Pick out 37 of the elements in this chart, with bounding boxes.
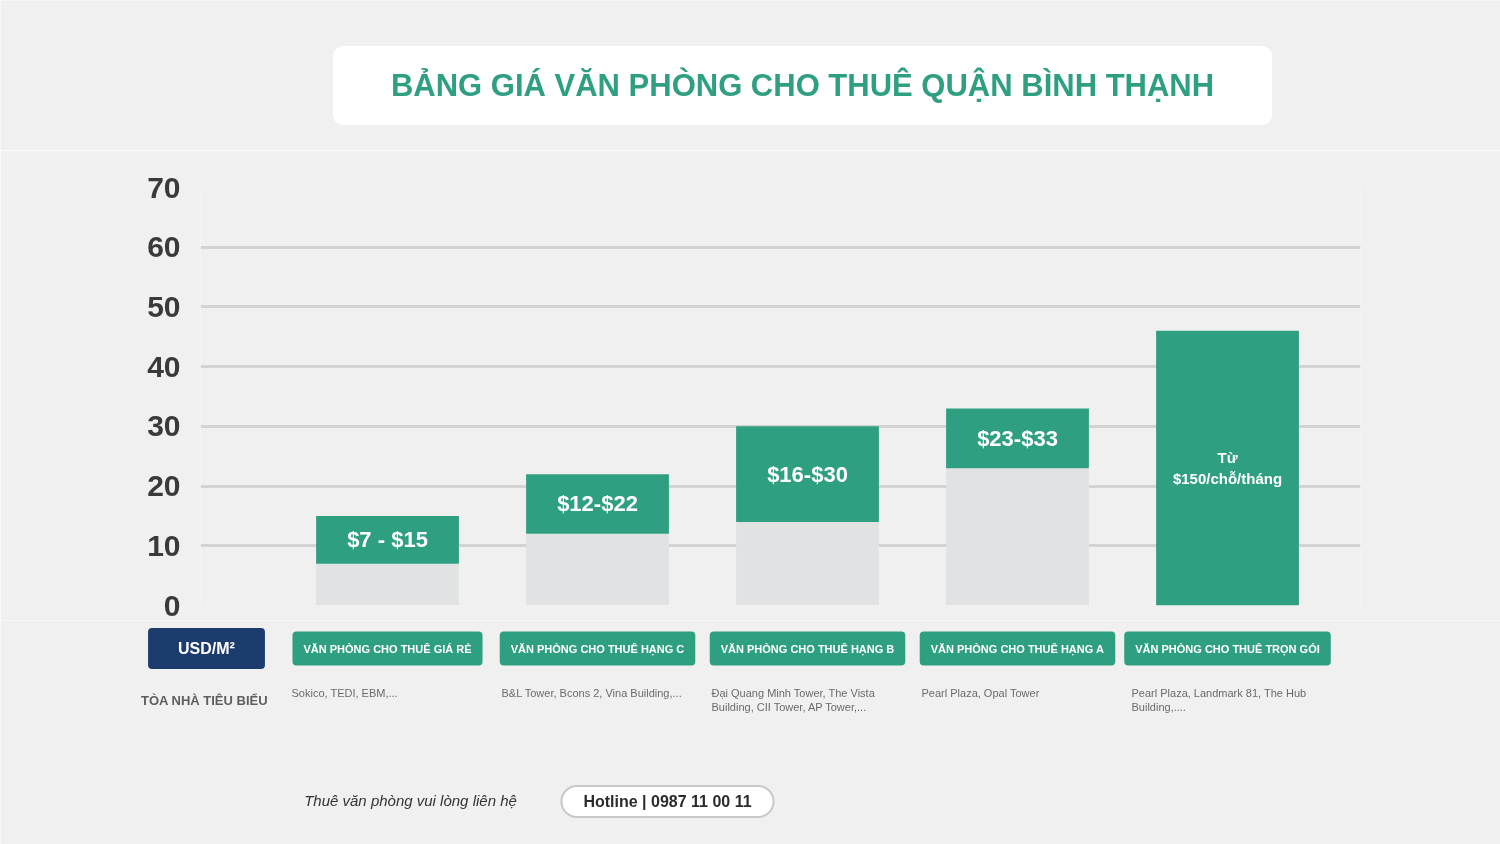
y-tick-label: 50 — [147, 289, 181, 323]
y-tick-label: 30 — [147, 409, 181, 443]
text: Pearl Plaza, Landmark 81, The Hub Building,.... — [1131, 686, 1307, 713]
y-tick-label: 60 — [147, 230, 181, 264]
y-tick-label: 20 — [147, 469, 181, 503]
annotation: $7 - $15 — [347, 527, 428, 553]
text: TÒA NHÀ TIÊU BIỂU — [140, 693, 268, 708]
x-tick-label: VĂN PHÒNG CHO THUÊ TRỌN GÓI — [1135, 642, 1320, 656]
x-tick-label: VĂN PHÒNG CHO THUÊ HẠNG C — [510, 642, 685, 656]
x-tick-label: VĂN PHÒNG CHO THUÊ GIÁ RẺ — [303, 642, 472, 655]
bar — [736, 426, 879, 522]
bar — [946, 408, 1089, 469]
bar — [526, 474, 669, 534]
text: B&L Tower, Bcons 2, Vina Building,... — [501, 686, 682, 699]
bar — [316, 563, 459, 606]
bar — [946, 468, 1089, 606]
annotation: $16-$30 — [767, 461, 848, 487]
y-tick-label: 10 — [147, 528, 181, 562]
text: Hotline | 0987 11 00 11 — [583, 793, 752, 810]
bar — [1156, 330, 1299, 606]
annotation: Từ $150/chỗ/tháng — [1172, 449, 1283, 487]
x-tick-label: VĂN PHÒNG CHO THUÊ HẠNG A — [930, 642, 1104, 656]
y-tick-label: 70 — [147, 170, 181, 204]
text: Đại Quang Minh Tower, The Vista Building, CII Tower, AP Tower,... — [711, 686, 876, 713]
y-tick-label: 0 — [163, 588, 181, 622]
bar — [736, 521, 879, 606]
y-tick-label: 40 — [147, 349, 181, 383]
annotation: $12-$22 — [557, 491, 638, 517]
annotation: $23-$33 — [977, 425, 1058, 451]
text: Thuê văn phòng vui lòng liên hệ — [304, 792, 517, 809]
bar — [316, 515, 459, 564]
bar — [526, 533, 669, 606]
text: Sokico, TEDI, EBM,... — [291, 686, 398, 699]
text: USD/M² — [178, 640, 235, 657]
x-tick-label: VĂN PHÒNG CHO THUÊ HẠNG B — [720, 642, 895, 656]
chart-title: BẢNG GIÁ VĂN PHÒNG CHO THUÊ QUẬN BÌNH THẠNH — [390, 67, 1215, 103]
text: Pearl Plaza, Opal Tower — [921, 686, 1040, 699]
